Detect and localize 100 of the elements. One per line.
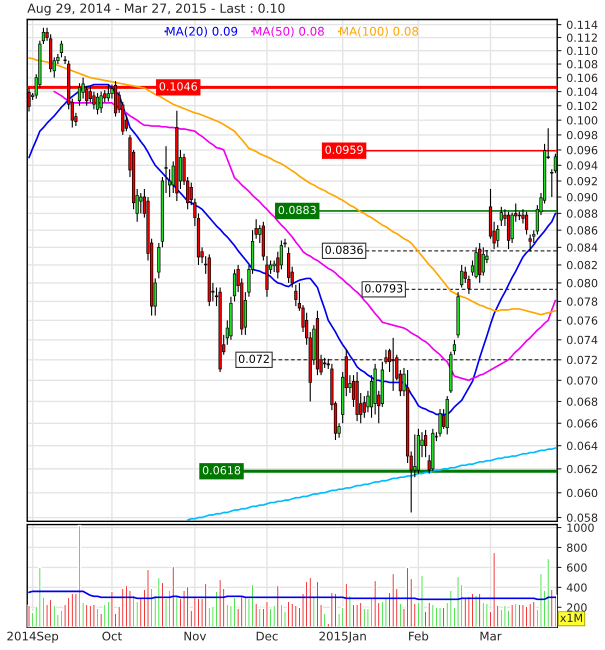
y-tick-label: 0.086 [566, 226, 598, 235]
y-tick-label: 0.112 [566, 33, 597, 42]
legend-label: MA(100) 0.08 [340, 26, 418, 38]
ref-line-label: 0.0618 [202, 466, 240, 474]
legend-label: MA(50) 0.08 [253, 26, 324, 38]
y-tick-label: 400 [566, 583, 587, 592]
bar [146, 568, 150, 628]
bar [171, 566, 176, 628]
line-series [53, 90, 556, 382]
bar [420, 574, 424, 628]
bar [358, 602, 362, 628]
bar [250, 584, 254, 628]
bar [470, 592, 474, 628]
candlestick [384, 349, 388, 364]
y-tick-label: 0.070 [566, 376, 598, 385]
candlestick [460, 264, 464, 288]
candlestick [413, 434, 416, 478]
candlestick [106, 84, 110, 102]
bar [265, 600, 269, 628]
y-tick-label: 0.066 [566, 419, 598, 428]
x-tick-label: Nov [184, 632, 206, 641]
bar [196, 598, 200, 628]
candlestick [96, 92, 100, 115]
ref-line-label: 0.072 [238, 354, 269, 364]
candlestick [272, 260, 276, 273]
y-tick-label: 0.074 [566, 336, 598, 344]
y-tick-label: 0.060 [566, 488, 598, 498]
y-tick-label: 0.090 [566, 193, 598, 202]
bar [290, 602, 294, 628]
candlestick [323, 357, 326, 369]
bar [344, 582, 348, 628]
candlestick [139, 192, 142, 214]
y-tick-label: 800 [566, 543, 587, 552]
bar [120, 588, 125, 628]
candlestick [294, 284, 298, 307]
bar [503, 604, 507, 628]
bar [92, 604, 96, 628]
bar [532, 600, 536, 628]
y-tick-label: 0.064 [566, 442, 598, 450]
y-tick-label: 0.078 [566, 297, 598, 306]
bar [355, 604, 359, 628]
x-tick-label: 2015Jan [319, 632, 366, 643]
bar [380, 600, 384, 628]
candlestick [524, 211, 528, 235]
legend-label: MA(20) 0.09 [166, 26, 238, 38]
y-axis-title: x1M [560, 614, 582, 622]
bar [78, 524, 82, 628]
bar [182, 590, 186, 628]
bar [66, 596, 70, 628]
line-series [186, 447, 556, 521]
ref-line-label: 0.1046 [160, 82, 197, 91]
bar [193, 596, 197, 628]
y-tick-label: 0.114 [566, 20, 598, 29]
bar [88, 604, 92, 628]
bar [334, 592, 338, 628]
bar [456, 576, 460, 628]
y-tick-label: 200 [567, 603, 587, 612]
y-tick-label: 0.110 [566, 46, 598, 56]
bar [524, 606, 528, 628]
y-tick-label: 0.072 [566, 356, 597, 364]
bar [514, 602, 518, 628]
y-tick-label: 0.098 [566, 130, 598, 140]
bar [528, 602, 532, 628]
bar [500, 608, 504, 628]
candlestick [482, 246, 485, 276]
y-tick-label: 1000 [567, 524, 594, 532]
y-tick-label: 0.058 [566, 513, 598, 522]
x-tick-label: Feb [409, 631, 428, 641]
chart-title: Aug 29, 2014 - Mar 27, 2015 - Last : 0.10 [27, 3, 285, 16]
bar [391, 572, 395, 628]
candlestick [392, 337, 395, 392]
candlestick [424, 429, 428, 458]
candlestick [100, 91, 103, 114]
bar [492, 552, 496, 628]
bar [276, 584, 280, 628]
line-series [28, 57, 556, 316]
bar [38, 566, 42, 628]
candlestick [438, 408, 442, 438]
bar [521, 604, 525, 628]
bar [84, 604, 88, 628]
bar [431, 604, 435, 628]
candlestick [528, 234, 532, 252]
y-tick-label: 0.076 [566, 316, 598, 325]
bar [27, 604, 31, 628]
bar [330, 592, 334, 628]
y-tick-label: 0.104 [566, 88, 598, 96]
y-tick-label: 0.084 [566, 243, 598, 252]
bar [110, 590, 114, 628]
y-tick-label: 0.092 [566, 176, 597, 186]
line-series [28, 590, 556, 600]
y-tick-label: 0.080 [566, 278, 598, 288]
ref-line-label: 0.0883 [278, 206, 316, 214]
bar [70, 592, 74, 628]
x-tick-label: Dec [256, 632, 278, 641]
bar [294, 604, 298, 628]
x-tick-label: 2014Sep [7, 632, 58, 643]
candlestick [452, 339, 456, 356]
bar [510, 604, 514, 628]
y-tick-label: 0.108 [566, 60, 598, 68]
ref-line-label: 0.0836 [325, 246, 363, 254]
